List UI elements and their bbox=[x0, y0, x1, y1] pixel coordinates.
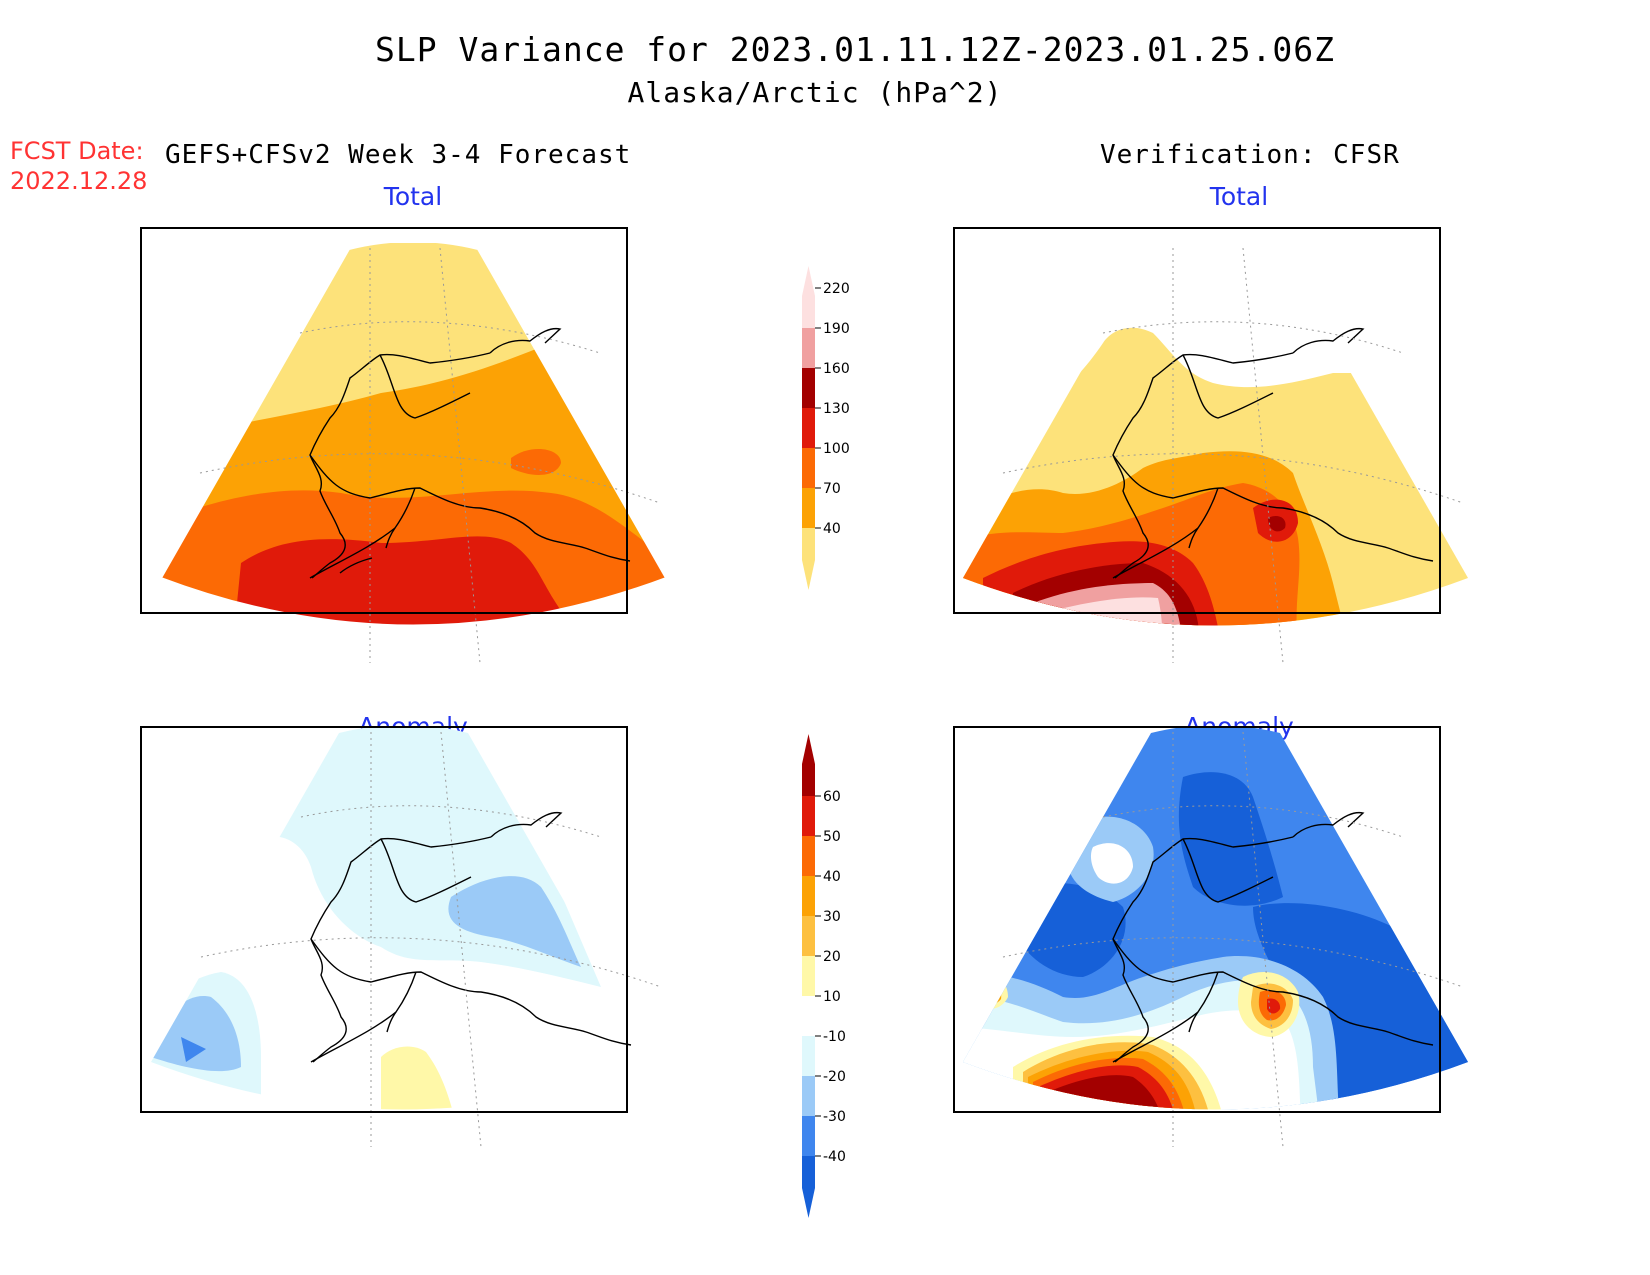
fcst-date-value: 2022.12.28 bbox=[10, 167, 148, 195]
fcst-date-block: FCST Date: 2022.12.28 bbox=[10, 136, 147, 196]
fcst-date-label: FCST Date: bbox=[10, 137, 144, 165]
colorbar-total-swatch bbox=[802, 368, 815, 408]
colorbar-total-swatch bbox=[802, 528, 815, 590]
colorbar-total-label: 130 bbox=[823, 401, 850, 417]
colorbar-anomaly-swatch bbox=[802, 996, 815, 1036]
colorbar-anomaly-label: 10 bbox=[823, 989, 841, 1005]
colorbar-anomaly-label: 60 bbox=[823, 789, 841, 805]
coastline-fcst-total bbox=[309, 327, 631, 579]
panel-forecast-anomaly bbox=[140, 726, 662, 1148]
panel-verification-total bbox=[953, 227, 1468, 664]
colorbar-total-label: 190 bbox=[823, 321, 850, 337]
colorbar-anomaly-label: 50 bbox=[823, 829, 841, 845]
colorbar-total-swatch bbox=[802, 448, 815, 488]
colorbar-anomaly-swatch bbox=[802, 956, 815, 996]
colorbar-total-swatch bbox=[802, 266, 815, 328]
colorbar-total-label: 70 bbox=[823, 481, 841, 497]
coastline-verif-anomaly bbox=[1112, 811, 1434, 1063]
coastline-verif-total bbox=[1112, 327, 1434, 579]
colorbar-anomaly-swatch bbox=[802, 1116, 815, 1156]
colorbar-total-swatch bbox=[802, 488, 815, 528]
colorbar-anomaly-label: -20 bbox=[823, 1069, 846, 1085]
colorbar-anomaly-label: -40 bbox=[823, 1149, 846, 1165]
colorbar-total-label: 160 bbox=[823, 361, 850, 377]
panel-verification-anomaly bbox=[953, 726, 1468, 1148]
colorbar-anomaly-label: -10 bbox=[823, 1029, 846, 1045]
forecast-label: GEFS+CFSv2 Week 3-4 Forecast bbox=[165, 140, 632, 170]
colorbar-anomaly-swatch bbox=[802, 796, 815, 836]
colorbar-total: 40 70 100 130 160 190 220 bbox=[802, 266, 850, 590]
colorbar-total-swatch bbox=[802, 408, 815, 448]
panel-forecast-total bbox=[140, 227, 668, 664]
colorbar-total-label: 100 bbox=[823, 441, 850, 457]
colorbar-anomaly-swatch bbox=[802, 734, 815, 796]
colorbar-anomaly-swatch bbox=[802, 1156, 815, 1218]
colorbar-anomaly-label: 30 bbox=[823, 909, 841, 925]
colorbar-total-label: 220 bbox=[823, 281, 850, 297]
colorbar-anomaly-swatch bbox=[802, 1076, 815, 1116]
colorbar-anomaly-swatch bbox=[802, 836, 815, 876]
main-title: SLP Variance for 2023.01.11.12Z-2023.01.… bbox=[375, 30, 1335, 69]
colorbar-anomaly-label: 40 bbox=[823, 869, 841, 885]
colorbar-anomaly: -40 -30 -20 -10 10 20 30 40 50 60 bbox=[802, 734, 846, 1218]
colorbar-total-label: 40 bbox=[823, 521, 841, 537]
colorbar-anomaly-label: 20 bbox=[823, 949, 841, 965]
verification-label: Verification: CFSR bbox=[1100, 140, 1400, 170]
coastline-fcst-anomaly bbox=[310, 811, 632, 1063]
panel-title-verif-total: Total bbox=[1209, 182, 1269, 211]
colorbar-anomaly-swatch bbox=[802, 876, 815, 916]
main-subtitle: Alaska/Arctic (hPa^2) bbox=[627, 76, 1003, 109]
colorbar-anomaly-swatch bbox=[802, 916, 815, 956]
colorbar-anomaly-label: -30 bbox=[823, 1109, 846, 1125]
colorbar-total-swatch bbox=[802, 328, 815, 368]
colorbar-anomaly-swatch bbox=[802, 1036, 815, 1076]
panel-title-fcst-total: Total bbox=[383, 182, 443, 211]
